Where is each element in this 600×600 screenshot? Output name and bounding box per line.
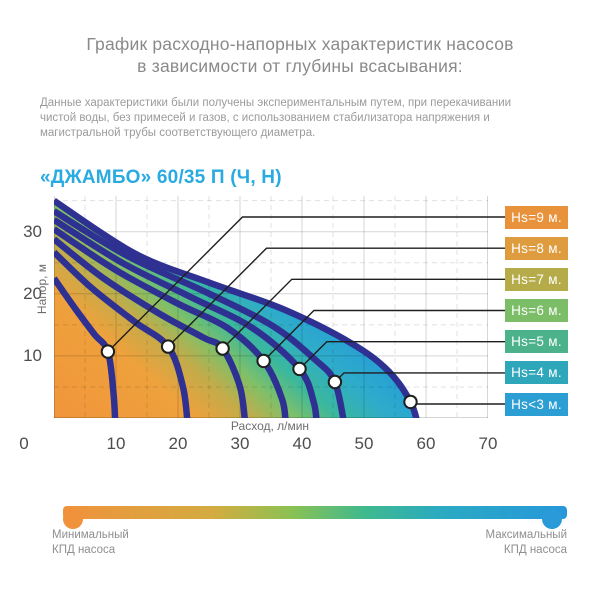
- max-efficiency-label-line1: Максимальный: [485, 529, 567, 541]
- x-tick-label: 60: [416, 434, 436, 453]
- legend-badge-hs4: Hs=4 м.: [505, 361, 568, 385]
- page-title-line1: График расходно-напорных характеристик н…: [86, 34, 514, 54]
- x-tick-label: 50: [354, 434, 374, 453]
- x-tick-label: 20: [168, 434, 188, 453]
- description: Данные характеристики были получены эксп…: [40, 96, 570, 140]
- legend-badge-hs8: Hs=8 м.: [505, 236, 568, 260]
- x-tick-label: 10: [106, 434, 126, 453]
- legend-badge-hs7: Hs=7 м.: [505, 267, 568, 291]
- min-efficiency-label-line2: КПД насоса: [52, 543, 116, 556]
- leader-line-hs3: [410, 401, 505, 405]
- description-line: Данные характеристики были получены эксп…: [40, 97, 512, 109]
- y-tick-label: 10: [23, 345, 42, 365]
- x-tick-label: 30: [230, 434, 250, 453]
- legend-badge-hs3: Hs<3 м.: [505, 392, 568, 416]
- curve-marker-hs7: [215, 341, 230, 356]
- min-efficiency-label-line1: Минимальный: [52, 529, 129, 541]
- y-tick-label: 30: [23, 221, 42, 241]
- leader-line-hs5: [299, 340, 505, 370]
- legend-badge-hs5: Hs=5 м.: [505, 330, 568, 354]
- curve-marker-hs5: [292, 361, 307, 377]
- chart-title: «ДЖАМБО» 60/35 П (Ч, Н): [40, 167, 282, 188]
- leader-line-hs9: [107, 216, 505, 353]
- legend-badge-hs9: Hs=9 м.: [505, 205, 568, 229]
- x-tick-label: 70: [478, 434, 498, 453]
- max-efficiency-label-line2: КПД насоса: [503, 543, 567, 556]
- curve-marker-hs3: [403, 394, 418, 410]
- curve-marker-hs6: [256, 353, 271, 369]
- min-efficiency-label: Минимальный КПД насоса: [52, 528, 129, 557]
- plot-area: [54, 196, 488, 418]
- y-axis-label: Напор, м: [35, 263, 49, 315]
- max-efficiency-label: Максимальный КПД насоса: [486, 528, 567, 557]
- curve-marker-hs8: [160, 339, 176, 354]
- x-tick-label: 40: [292, 434, 312, 453]
- x-axis-label: Расход, л/мин: [230, 419, 310, 433]
- legend-badge-hs6: Hs=6 м.: [505, 299, 568, 322]
- description-line: магистральной трубы соответствующего диа…: [40, 126, 316, 139]
- leader-line-hs7: [222, 278, 505, 349]
- page-title: График расходно-напорных характеристик н…: [0, 33, 600, 77]
- curve-hs7: [54, 236, 248, 418]
- curve-marker-hs4: [327, 374, 343, 390]
- pump-performance-chart: [54, 196, 505, 418]
- curve-marker-hs9: [100, 344, 116, 359]
- curve-hs9: [54, 276, 119, 418]
- efficiency-gradient-bar: [63, 506, 567, 519]
- page-title-line2: в зависимости от глубины всасывания:: [137, 56, 463, 76]
- x-tick-label: 0: [19, 434, 29, 453]
- curve-hs8: [54, 249, 191, 418]
- min-efficiency-dot: [63, 509, 83, 529]
- leader-line-hs6: [263, 309, 505, 362]
- curve-hs5: [54, 217, 320, 418]
- leader-line-hs8: [167, 247, 505, 348]
- max-efficiency-dot: [542, 509, 562, 529]
- description-line: чистой воды, без примесей и газов, с исп…: [40, 111, 490, 124]
- curve-hs6: [54, 226, 289, 418]
- y-tick-label: 20: [23, 283, 42, 303]
